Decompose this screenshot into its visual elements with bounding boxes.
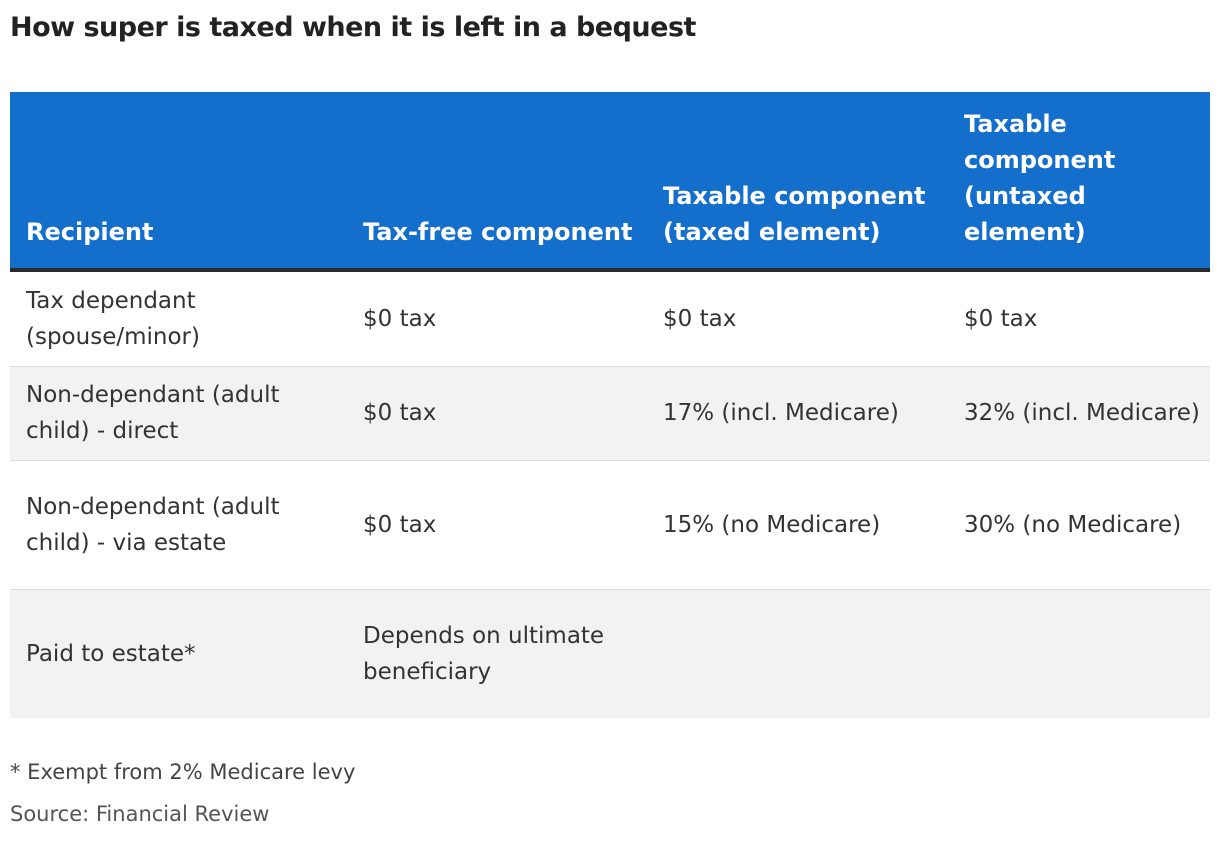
tax-table: Recipient Tax-free component Taxable com… <box>10 92 1210 718</box>
cell-taxable-untaxed: 32% (incl. Medicare) <box>948 366 1210 460</box>
source-credit: Source: Financial Review <box>10 802 270 826</box>
cell-tax-free: $0 tax <box>363 511 437 538</box>
cell-tax-free: Depends on ultimate beneficiary <box>347 589 647 718</box>
cell-recipient: Non-dependant (adult child) - direct <box>10 366 347 460</box>
cell-taxable-taxed: 17% (incl. Medicare) <box>647 366 948 460</box>
cell-tax-free: $0 tax <box>363 305 437 332</box>
cell-recipient: Tax dependant (spouse/minor) <box>26 287 200 350</box>
table-body: Tax dependant (spouse/minor) $0 tax $0 t… <box>10 270 1210 718</box>
header-row: Recipient Tax-free component Taxable com… <box>10 92 1210 272</box>
table-title: How super is taxed when it is left in a … <box>10 12 696 43</box>
cell-recipient: Paid to estate* <box>10 589 347 718</box>
header-tax-free: Tax-free component <box>347 92 647 272</box>
cell-recipient: Non-dependant (adult child) - via estate <box>26 493 280 556</box>
table-row: Non-dependant (adult child) - direct $0 … <box>10 366 1210 460</box>
header-recipient: Recipient <box>10 92 347 272</box>
table-row: Non-dependant (adult child) - via estate… <box>10 460 1210 589</box>
header-taxable-untaxed: Taxable component (untaxed element) <box>948 92 1210 272</box>
table-row: Paid to estate* Depends on ultimate bene… <box>10 589 1210 718</box>
header-taxable-taxed: Taxable component (taxed element) <box>647 92 948 272</box>
cell-taxable-taxed <box>647 589 948 718</box>
cell-taxable-untaxed: $0 tax <box>964 305 1038 332</box>
cell-taxable-taxed: $0 tax <box>663 305 737 332</box>
cell-taxable-taxed: 15% (no Medicare) <box>663 511 881 538</box>
table-row: Tax dependant (spouse/minor) $0 tax $0 t… <box>10 270 1210 366</box>
cell-taxable-untaxed <box>948 589 1210 718</box>
footnote: * Exempt from 2% Medicare levy <box>10 760 356 784</box>
table-header: Recipient Tax-free component Taxable com… <box>10 92 1210 272</box>
cell-taxable-untaxed: 30% (no Medicare) <box>964 511 1182 538</box>
cell-tax-free: $0 tax <box>347 366 647 460</box>
